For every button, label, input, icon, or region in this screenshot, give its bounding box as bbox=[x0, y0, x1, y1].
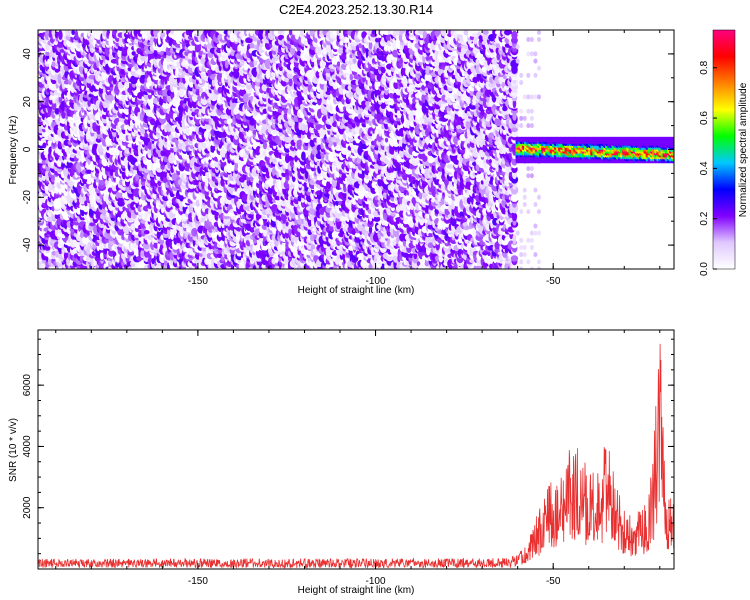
spectrogram-cell bbox=[71, 30, 76, 36]
spectrogram-cell bbox=[51, 250, 57, 256]
spectrogram-cell bbox=[39, 54, 43, 63]
chart-title: C2E4.2023.252.13.30.R14 bbox=[279, 2, 433, 17]
spectrogram-cell bbox=[262, 141, 268, 150]
spectrogram-cell bbox=[51, 212, 57, 221]
spectrogram-cell bbox=[143, 230, 150, 235]
spectrogram-cell bbox=[103, 190, 107, 196]
spectrogram-cell bbox=[74, 30, 79, 40]
spectrogram-cell bbox=[86, 175, 92, 184]
spectrogram-cell bbox=[54, 107, 60, 115]
spectrogram-cell bbox=[49, 95, 53, 101]
spectrogram-cell bbox=[66, 147, 74, 155]
spectrogram-cell bbox=[266, 145, 270, 151]
spectrogram-cell bbox=[87, 30, 92, 37]
spectrogram-cell bbox=[51, 101, 57, 111]
spectrogram-cell bbox=[199, 87, 203, 94]
spectrogram-cell bbox=[58, 30, 63, 40]
spectrogram-cell bbox=[58, 156, 63, 161]
spectrogram-cell bbox=[54, 213, 60, 220]
spectrogram-cell bbox=[221, 148, 226, 153]
spectrogram-cell bbox=[42, 142, 47, 149]
spectrogram-cell bbox=[67, 115, 73, 124]
spectrogram-cells bbox=[38, 30, 674, 269]
